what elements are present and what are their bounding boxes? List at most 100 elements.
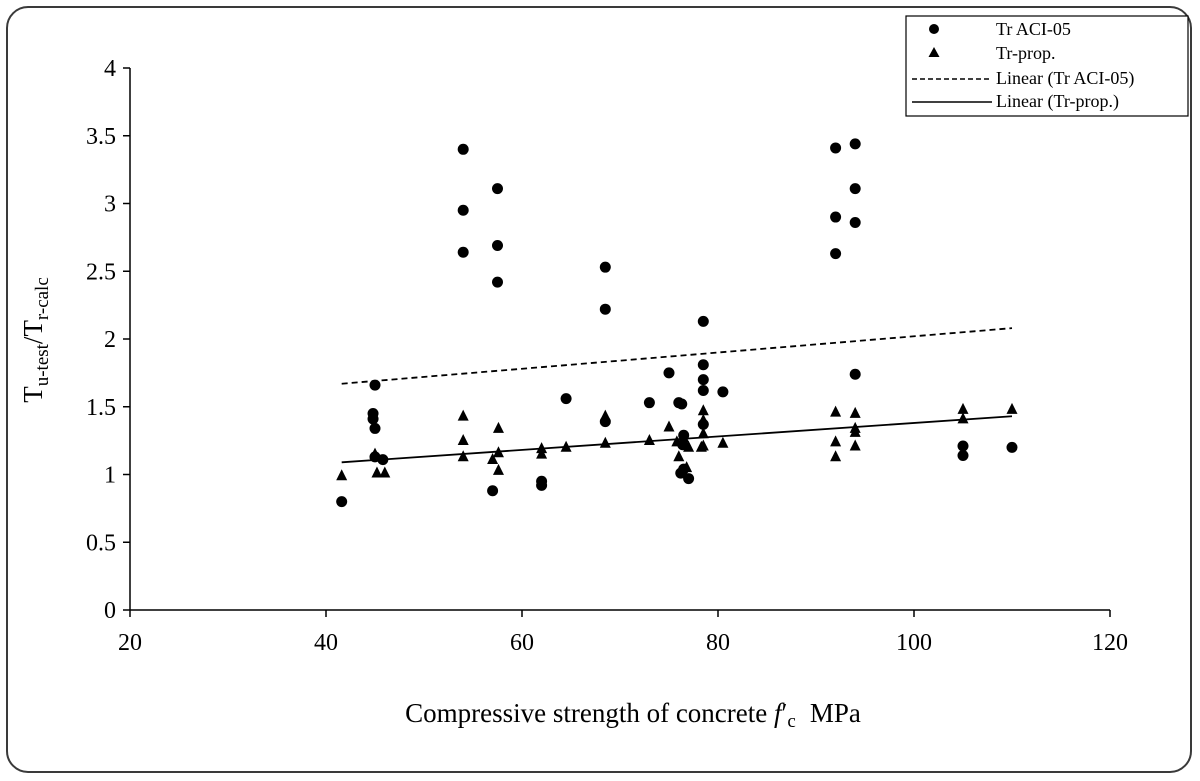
point-tr-aci <box>367 413 379 425</box>
point-tr-prop <box>492 421 504 433</box>
point-tr-prop <box>1006 402 1018 414</box>
point-tr-prop <box>717 436 729 448</box>
y-axis-label: Tu-test/Tr-calc <box>18 277 53 403</box>
point-tr-aci <box>957 450 969 462</box>
x-axis-label-c: c <box>787 711 795 732</box>
point-tr-aci <box>830 142 842 154</box>
point-tr-prop <box>697 427 709 439</box>
point-tr-aci <box>697 359 709 371</box>
y-tick-label: 0 <box>104 598 116 624</box>
point-tr-aci <box>457 246 469 258</box>
x-tick-label: 60 <box>510 630 534 656</box>
x-axis-label: Compressive strength of concrete f′c MPa <box>405 698 861 732</box>
point-tr-prop <box>663 420 675 432</box>
point-tr-prop <box>957 402 969 414</box>
point-tr-prop <box>492 463 504 475</box>
point-tr-prop <box>695 440 707 452</box>
x-tick-label: 120 <box>1092 630 1128 656</box>
point-tr-prop <box>599 412 611 424</box>
point-tr-prop <box>678 431 690 443</box>
legend-box <box>905 15 1189 117</box>
point-tr-prop <box>336 469 348 481</box>
legend: Tr ACI-05 Tr-prop. Linear (Tr ACI-05) Li… <box>905 15 1189 117</box>
legend-item-tr-prop: Tr-prop. <box>996 43 1055 63</box>
point-tr-aci <box>536 479 548 491</box>
point-tr-prop <box>697 413 709 425</box>
y-axis-label-sub1: u-test <box>32 343 53 386</box>
point-tr-aci <box>849 183 861 195</box>
point-tr-aci <box>663 367 675 379</box>
point-tr-prop <box>560 440 572 452</box>
y-axis-label-slash: /T <box>18 320 48 345</box>
legend-item-tr-aci: Tr ACI-05 <box>996 19 1071 39</box>
y-tick-label: 1 <box>104 463 116 489</box>
point-tr-prop <box>830 435 842 447</box>
point-tr-aci <box>369 379 381 391</box>
y-ticks: 0 0.5 1 1.5 2 2.5 3 3.5 4 <box>86 56 130 624</box>
point-tr-prop <box>536 447 548 459</box>
point-tr-prop <box>379 466 391 478</box>
legend-triangle-icon <box>928 47 940 57</box>
point-tr-aci <box>492 183 503 195</box>
point-tr-aci <box>487 485 499 497</box>
y-tick-label: 1.5 <box>86 395 116 421</box>
point-tr-aci <box>717 386 729 398</box>
point-tr-prop <box>371 466 383 478</box>
point-tr-prop <box>697 404 709 416</box>
x-tick-label: 40 <box>314 630 338 656</box>
chart-frame <box>6 6 1192 773</box>
point-tr-prop <box>681 461 693 473</box>
point-tr-prop <box>671 435 683 447</box>
legend-circle-icon <box>929 24 939 34</box>
point-tr-aci <box>676 398 688 410</box>
x-axis-label-f: f <box>774 698 785 728</box>
y-tick-label: 0.5 <box>86 530 116 556</box>
y-tick-label: 3 <box>104 192 116 218</box>
y-tick-label: 3.5 <box>86 124 116 150</box>
point-tr-aci <box>560 393 572 405</box>
x-axis-label-prime: ′ <box>782 698 788 728</box>
point-tr-prop <box>369 447 381 459</box>
y-tick-label: 4 <box>104 56 116 82</box>
point-tr-aci <box>849 368 861 380</box>
point-tr-prop <box>643 434 655 446</box>
point-tr-aci <box>697 384 709 396</box>
point-tr-prop <box>673 450 685 462</box>
x-tick-label: 80 <box>706 630 730 656</box>
point-tr-prop <box>457 434 469 446</box>
point-tr-aci <box>1006 441 1018 453</box>
point-tr-prop <box>849 406 861 418</box>
trend-line-aci <box>341 327 1013 385</box>
y-tick-label: 2 <box>104 327 116 353</box>
point-tr-aci <box>697 374 709 386</box>
point-tr-aci <box>643 397 655 409</box>
x-ticks: 20 40 60 80 100 120 <box>118 610 1128 656</box>
point-tr-aci <box>830 211 842 223</box>
x-tick-label: 20 <box>118 630 142 656</box>
y-axis-label-t: T <box>18 386 48 403</box>
point-tr-prop <box>849 439 861 451</box>
point-tr-aci <box>849 138 861 150</box>
y-axis-label-sub2: r-calc <box>32 277 53 320</box>
point-tr-aci <box>683 473 695 485</box>
point-tr-prop <box>830 405 842 417</box>
point-tr-prop <box>487 452 499 464</box>
point-tr-prop <box>849 425 861 437</box>
point-tr-prop <box>683 440 695 452</box>
point-tr-aci <box>599 303 611 315</box>
point-tr-aci <box>599 261 611 273</box>
point-tr-prop <box>830 450 842 462</box>
point-tr-prop <box>492 446 504 458</box>
point-tr-prop <box>457 409 469 421</box>
legend-item-linear-aci: Linear (Tr ACI-05) <box>996 68 1134 89</box>
point-tr-aci <box>830 248 842 260</box>
point-tr-aci <box>369 422 381 434</box>
point-tr-prop <box>957 412 969 424</box>
point-tr-aci <box>457 143 469 155</box>
y-tick-label: 2.5 <box>86 259 116 285</box>
x-axis-label-main: Compressive strength of concrete <box>405 698 774 728</box>
point-tr-aci <box>336 496 348 508</box>
point-tr-prop <box>457 450 469 462</box>
point-tr-aci <box>492 276 503 288</box>
